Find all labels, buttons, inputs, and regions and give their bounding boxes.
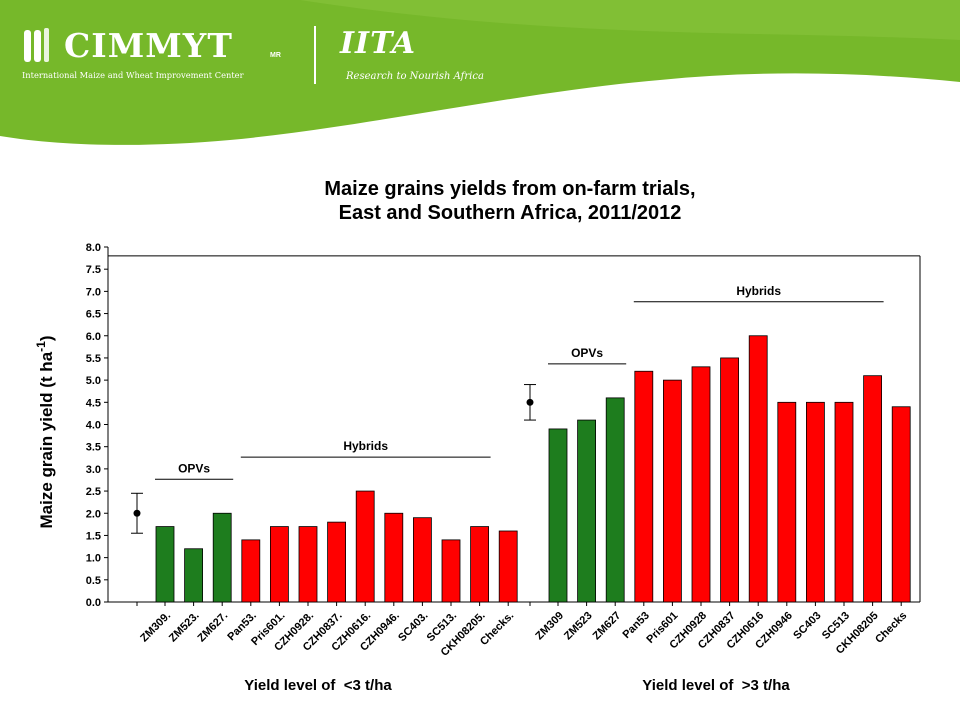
- x-axis-label: Yield level of <3 t/ha: [244, 677, 392, 694]
- bar-hybrid: [498, 530, 518, 603]
- x-tick-label: Checks: [873, 610, 909, 646]
- bracket-label: Hybrids: [343, 439, 388, 453]
- bar-hybrid: [691, 366, 711, 603]
- bar-hybrid: [663, 379, 682, 603]
- cimmyt-logo: CIMMYT MR International Maize and Wheat …: [22, 24, 292, 84]
- bar-opv: [184, 548, 204, 603]
- bar-opv: [605, 397, 625, 603]
- y-tick-label: 7.5: [86, 264, 101, 276]
- y-tick-label: 1.0: [86, 553, 101, 565]
- y-tick-label: 6.0: [86, 331, 101, 343]
- bar-hybrid: [720, 357, 739, 603]
- maize-ear-icon: [24, 28, 49, 62]
- bar-hybrid: [298, 526, 318, 603]
- bracket-label: OPVs: [178, 461, 210, 475]
- y-tick-label: 7.0: [86, 286, 101, 298]
- x-tick-label: ZM523: [562, 610, 595, 643]
- bar-opv: [548, 428, 568, 603]
- header-banner: [0, 0, 960, 145]
- iita-logo: IITA Research to Nourish Africa: [340, 26, 484, 88]
- y-tick-label: 0.5: [86, 575, 101, 587]
- banner-swoosh: [0, 0, 960, 145]
- bar-hybrid: [777, 401, 797, 603]
- y-tick-label: 5.0: [86, 375, 101, 387]
- y-tick-label: 6.5: [86, 309, 101, 321]
- x-tick-label: ZM627.: [195, 610, 230, 645]
- x-axis-label: Yield level of >3 t/ha: [642, 677, 790, 694]
- bar-opv: [212, 512, 232, 603]
- cimmyt-wordmark: CIMMYT: [64, 26, 233, 65]
- y-tick-label: 3.5: [86, 442, 101, 454]
- y-tick-label: 2.0: [86, 508, 101, 520]
- bar-hybrid: [327, 521, 347, 603]
- bar-hybrid: [241, 539, 261, 603]
- mean-point: [133, 509, 141, 517]
- y-tick-label: 4.5: [86, 397, 101, 409]
- bar-hybrid: [355, 490, 375, 603]
- bar-hybrid: [634, 370, 654, 603]
- bar-hybrid: [269, 526, 289, 603]
- bar-hybrid: [384, 512, 404, 603]
- y-tick-label: 5.5: [86, 353, 101, 365]
- bracket-label: OPVs: [571, 346, 603, 360]
- bar-hybrid: [470, 526, 490, 603]
- bar-hybrid: [806, 401, 825, 603]
- logo-divider: [314, 26, 316, 84]
- chart-title-line-2: East and Southern Africa, 2011/2012: [338, 202, 682, 224]
- x-tick-label: SC403.: [396, 610, 430, 644]
- bar-opv: [155, 526, 175, 603]
- bar-hybrid: [441, 539, 461, 603]
- cimmyt-tagline: International Maize and Wheat Improvemen…: [22, 70, 244, 80]
- iita-wordmark: IITA: [340, 26, 417, 61]
- bar-opv: [577, 419, 596, 603]
- x-tick-label: ZM309.: [138, 610, 173, 645]
- x-tick-label: SC403: [791, 610, 823, 642]
- x-tick-label: ZM523.: [167, 610, 202, 645]
- bar-hybrid: [834, 401, 854, 603]
- bar-hybrid: [891, 406, 911, 603]
- iita-tagline: Research to Nourish Africa: [346, 71, 484, 82]
- mean-point: [526, 398, 534, 406]
- banner-highlight: [300, 0, 960, 40]
- y-tick-label: 0.0: [86, 597, 101, 609]
- y-tick-label: 4.0: [86, 420, 101, 432]
- bar-hybrid: [863, 375, 882, 603]
- x-tick-label: ZM309: [533, 610, 566, 643]
- chart-title-line-1: Maize grains yields from on-farm trials,: [324, 178, 696, 200]
- y-tick-label: 8.0: [86, 242, 101, 254]
- y-axis-label: Maize grain yield (t ha-1): [34, 336, 56, 529]
- x-tick-label: ZM627: [591, 610, 624, 643]
- bar-hybrid: [748, 335, 768, 603]
- bar-hybrid: [412, 517, 432, 603]
- bracket-label: Hybrids: [736, 284, 781, 298]
- cimmyt-registered-mark: MR: [270, 52, 281, 59]
- y-tick-label: 1.5: [86, 530, 101, 542]
- y-tick-label: 3.0: [86, 464, 101, 476]
- y-tick-label: 2.5: [86, 486, 101, 498]
